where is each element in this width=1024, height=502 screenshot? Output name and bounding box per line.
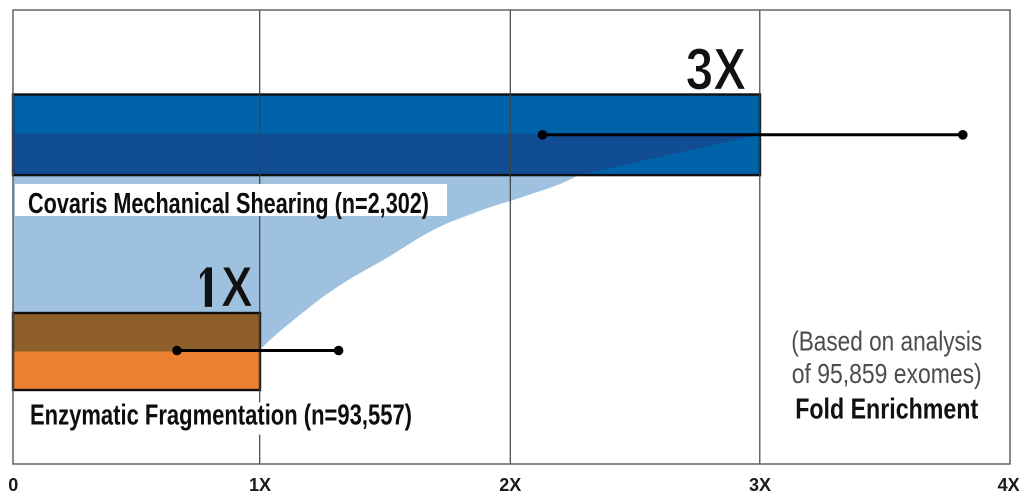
svg-text:3X: 3X (749, 475, 771, 495)
svg-text:3X: 3X (686, 37, 747, 103)
svg-text:Fold Enrichment: Fold Enrichment (795, 394, 978, 426)
svg-text:0: 0 (8, 475, 18, 495)
svg-text:(Based on analysis: (Based on analysis (791, 326, 982, 357)
svg-text:4X: 4X (998, 475, 1020, 495)
svg-text:2X: 2X (499, 475, 521, 495)
svg-text:X: X (221, 256, 253, 320)
svg-text:of 95,859 exomes): of 95,859 exomes) (792, 358, 982, 389)
svg-text:Covaris Mechanical Shearing (n: Covaris Mechanical Shearing (n=2,302) (28, 188, 429, 220)
svg-text:Enzymatic Fragmentation (n=93,: Enzymatic Fragmentation (n=93,557) (30, 400, 412, 432)
svg-text:1X: 1X (249, 475, 271, 495)
